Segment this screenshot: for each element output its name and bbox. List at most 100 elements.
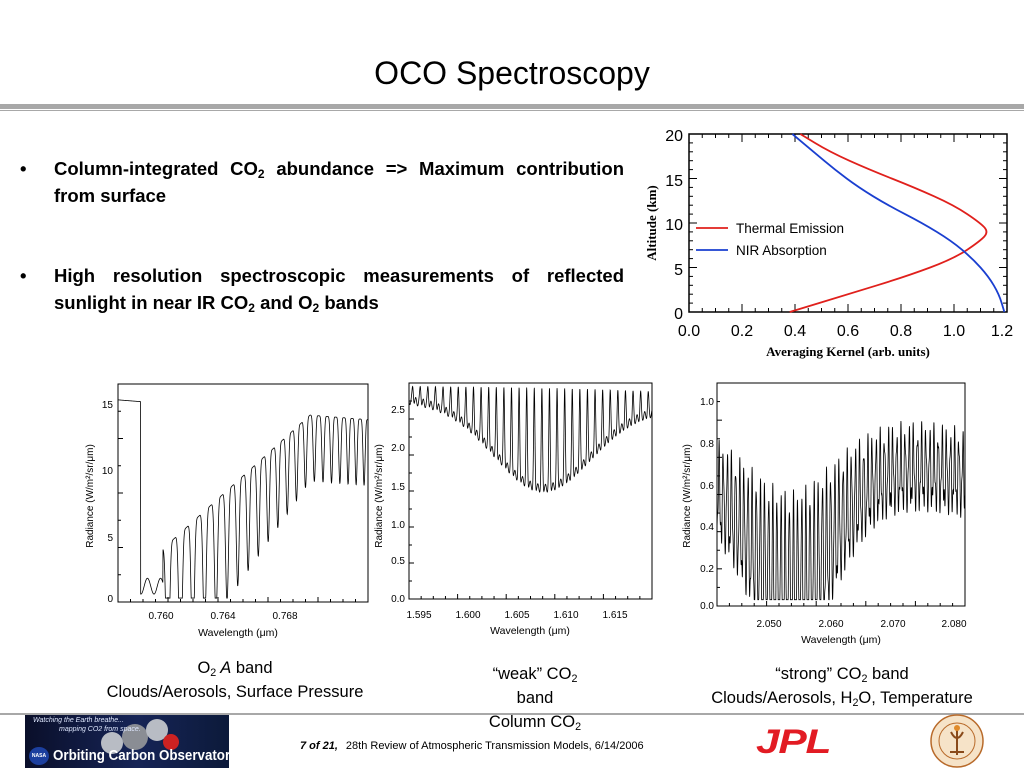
o2-a-band-spectrum: 0.760 0.764 0.768 0 5 10 15 Wavelength (… [85, 383, 369, 639]
x-tick-label: 1.595 [406, 610, 431, 621]
y-tick-label: 10 [665, 217, 683, 234]
y-tick-label: 0.6 [700, 481, 714, 492]
caption-line: Clouds/Aerosols, H2O, Temperature [672, 686, 1012, 710]
subscript: 2 [312, 301, 320, 315]
y-tick-label: 20 [665, 128, 683, 145]
x-axis-label: Wavelength (μm) [490, 625, 570, 637]
caption-text: Column CO [488, 713, 576, 731]
y-tick-label: 0.5 [391, 556, 405, 567]
x-tick-label: 2.060 [818, 619, 843, 630]
x-tick-label: 0.768 [272, 611, 297, 622]
x-tick-label: 0.8 [890, 323, 912, 340]
x-tick-label: 0.760 [148, 611, 173, 622]
footer-divider [0, 713, 1024, 715]
plot-frame [117, 383, 369, 603]
x-tick-label: 2.080 [941, 619, 966, 630]
caption-line: Clouds/Aerosols, Surface Pressure [106, 683, 364, 701]
x-tick-label: 1.610 [553, 610, 578, 621]
x-tick-label: 1.600 [455, 610, 480, 621]
footer-citation: 28th Review of Atmospheric Transmission … [345, 740, 644, 752]
x-tick-label: 0.2 [731, 323, 753, 340]
subscript: 2 [257, 167, 265, 181]
bullet-text: abundance => Maximum contribution from s… [54, 158, 624, 206]
x-tick-label: 1.615 [602, 610, 627, 621]
oco-logo: Watching the Earth breathe... mapping CO… [25, 715, 229, 768]
series-line-nir-absorption [791, 133, 1006, 313]
spectrum-line [716, 421, 966, 601]
y-tick-label: 15 [102, 400, 114, 411]
title-divider [0, 104, 1024, 109]
subscript: 2 [575, 721, 582, 733]
y-tick-label: 15 [665, 173, 683, 190]
y-tick-label: 2.5 [391, 405, 405, 416]
caption-line: “weak” CO2 [450, 662, 620, 686]
x-tick-label: 2.050 [756, 619, 781, 630]
caption-line: O2 A band [76, 656, 394, 680]
caption-o2-band: O2 A band Clouds/Aerosols, Surface Press… [76, 656, 394, 704]
y-tick-label: 5 [674, 262, 683, 279]
caltech-seal-icon [930, 714, 984, 768]
y-tick-label: 0.8 [700, 439, 714, 450]
x-tick-label: 0.0 [678, 323, 700, 340]
x-tick-label: 0.764 [210, 611, 235, 622]
y-axis-label: Altitude (km) [644, 185, 659, 260]
y-tick-label: 0 [107, 594, 113, 605]
page-number: 7 of 21, [300, 740, 338, 752]
y-tick-label: 0.0 [391, 594, 405, 605]
y-tick-label: 1.0 [391, 520, 405, 531]
caption-text: Clouds/Aerosols, H [711, 689, 853, 707]
caption-text: A [216, 659, 232, 677]
caption-text: band [231, 659, 273, 677]
y-tick-label: 0 [674, 306, 683, 323]
strong-co2-band-spectrum: 2.050 2.060 2.070 2.080 0.0 0.2 0.4 0.6 … [682, 382, 967, 646]
x-axis-label: Wavelength (μm) [801, 634, 881, 646]
y-tick-label: 2.0 [391, 443, 405, 454]
subscript: 2 [852, 697, 859, 709]
page-title: OCO Spectroscopy [374, 55, 650, 91]
bullet-list: • Column-integrated CO2 abundance => Max… [14, 155, 624, 316]
caption-text: O, Temperature [858, 689, 973, 707]
subscript: 2 [248, 301, 255, 315]
caption-text: band [867, 665, 909, 683]
title-divider-thin [0, 110, 1024, 111]
weak-co2-band-spectrum: 1.595 1.600 1.605 1.610 1.615 0.0 0.5 1.… [374, 382, 653, 637]
bullet-text: High resolution spectroscopic measuremen… [54, 265, 624, 313]
x-tick-label: 0.6 [837, 323, 859, 340]
series-line-thermal-emission [789, 133, 988, 313]
plot-frame [408, 382, 653, 600]
logo-name: Orbiting Carbon Observatory [53, 748, 229, 764]
y-tick-label: 5 [107, 533, 113, 544]
bullet-item-1: • Column-integrated CO2 abundance => Max… [14, 155, 624, 209]
bullet-text: Column-integrated CO [54, 158, 258, 179]
logo-tagline: Watching the Earth breathe... [33, 717, 124, 724]
subscript: 2 [571, 673, 578, 685]
jpl-logo: JPL [756, 723, 831, 761]
x-tick-label: 1.2 [991, 323, 1013, 340]
x-axis-label: Averaging Kernel (arb. units) [766, 344, 930, 359]
spectrum-line [408, 385, 653, 493]
x-tick-label: 2.070 [880, 619, 905, 630]
caption-text: “weak” CO [492, 665, 572, 683]
spectrum-line [117, 399, 369, 599]
bullet-item-2: • High resolution spectroscopic measurem… [14, 262, 624, 316]
subscript: 2 [210, 667, 217, 679]
legend-label-nir-absorption: NIR Absorption [736, 243, 827, 258]
caption-line: “strong” CO2 band [672, 662, 1012, 686]
caption-line: band [516, 689, 554, 707]
caption-strong-co2: “strong” CO2 band Clouds/Aerosols, H2O, … [672, 662, 1012, 710]
x-axis-label: Wavelength (μm) [198, 627, 278, 639]
x-tick-label: 0.4 [784, 323, 806, 340]
y-tick-label: 0.0 [700, 601, 714, 612]
x-tick-label: 1.0 [943, 323, 965, 340]
legend-label-thermal-emission: Thermal Emission [736, 221, 844, 236]
y-axis-label: Radiance (W/m²/sr/μm) [374, 444, 385, 548]
caption-text: O [197, 659, 211, 677]
nasa-logo-icon: NASA [29, 747, 49, 765]
caption-weak-co2: “weak” CO2 band Column CO2 [450, 662, 620, 734]
averaging-kernel-chart: 0.0 0.2 0.4 0.6 0.8 1.0 1.2 0 5 10 15 20… [644, 128, 1013, 359]
carbon-dioxide-molecule-icon [101, 719, 179, 754]
x-tick-label: 1.605 [504, 610, 529, 621]
y-tick-label: 10 [102, 466, 114, 477]
y-axis-label: Radiance (W/m²/sr/μm) [682, 444, 693, 548]
caption-text: “strong” CO [775, 665, 862, 683]
